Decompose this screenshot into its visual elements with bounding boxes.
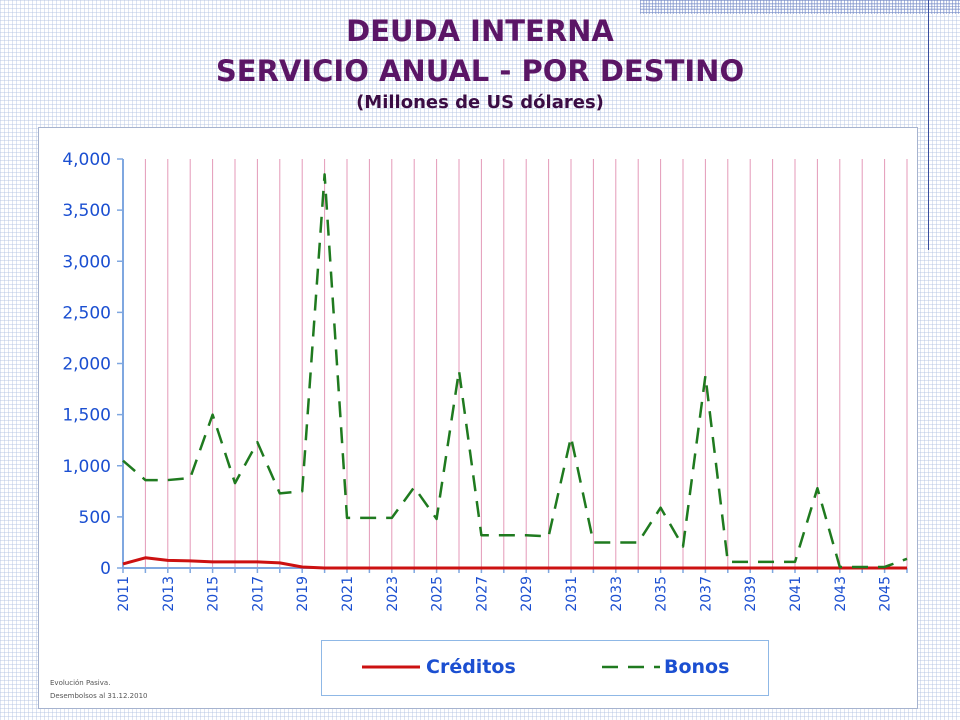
x-tick-label: 2035 [654, 576, 670, 612]
legend-swatch-creditos [362, 665, 420, 669]
y-tick-label: 3,500 [62, 201, 111, 221]
x-tick-label: 2041 [788, 576, 804, 612]
x-tick-label: 2017 [250, 576, 266, 612]
chart-legend: Créditos Bonos [321, 640, 769, 696]
x-tick-label: 2019 [295, 576, 311, 612]
y-tick-label: 3,000 [62, 252, 111, 272]
series-line-bonos [122, 173, 908, 569]
x-tick-label: 2021 [340, 576, 356, 612]
x-tick-label: 2023 [385, 576, 401, 612]
legend-swatch-bonos [602, 665, 660, 669]
footnote-source: Evolución Pasiva. [50, 679, 111, 687]
chart-frame: 0 500 1,000 1,500 2,000 2,500 3,000 3,500 4,000 2… [38, 127, 918, 709]
x-tick-label: 2011 [116, 576, 132, 612]
y-tick-label: 2,500 [62, 303, 111, 323]
x-tick-label: 2025 [430, 576, 446, 612]
footnote-date: Desembolsos al 31.12.2010 [50, 692, 148, 700]
decorative-top-band [640, 0, 960, 14]
series-line-creditos [122, 556, 907, 570]
x-tick-label: 2043 [833, 576, 849, 612]
x-tick-label: 2013 [161, 576, 177, 612]
y-tick-label: 1,500 [62, 406, 111, 426]
x-tick-label: 2029 [519, 576, 535, 612]
x-tick-label: 2045 [878, 576, 894, 612]
x-tick-label: 2027 [474, 576, 490, 612]
line-chart: 0 500 1,000 1,500 2,000 2,500 3,000 3,500 4,000 2… [62, 150, 908, 612]
x-tick-label: 2015 [206, 576, 222, 612]
page-subtitle: (Millones de US dólares) [356, 92, 604, 113]
y-tick-label: 1,000 [62, 457, 111, 477]
decorative-side-rule [928, 0, 929, 250]
y-tick-label: 2,000 [62, 355, 111, 375]
page-title: DEUDA INTERNA [346, 14, 614, 48]
y-tick-label: 500 [79, 508, 111, 528]
x-tick-label: 2033 [609, 576, 625, 612]
x-tick-label: 2031 [564, 576, 580, 612]
legend-label-creditos: Créditos [426, 656, 516, 678]
legend-label-bonos: Bonos [664, 656, 730, 678]
x-tick-label: 2039 [743, 576, 759, 612]
page-title-secondary: SERVICIO ANUAL - POR DESTINO [215, 54, 745, 88]
x-tick-label: 2037 [698, 576, 714, 612]
y-tick-label: 0 [100, 559, 111, 579]
y-tick-label: 4,000 [62, 150, 111, 170]
